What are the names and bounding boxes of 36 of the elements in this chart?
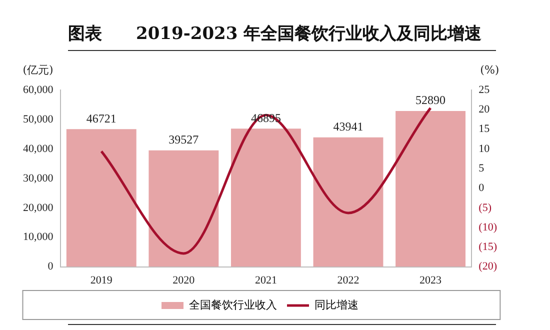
y2-tick-label: (20) (478, 260, 498, 273)
y2-tick-label: (15) (478, 241, 498, 254)
y-tick-label: 50,000 (23, 113, 54, 126)
data-label: 39527 (168, 132, 199, 146)
bar (66, 129, 136, 267)
legend-label: 同比增速 (314, 298, 358, 312)
y-tick-label: 60,000 (23, 84, 54, 96)
y-tick-label: 40,000 (23, 142, 54, 155)
x-tick-label: 2021 (254, 274, 277, 286)
bar (230, 128, 301, 267)
y2-tick-label: 15 (478, 123, 490, 136)
y2-tick-label: (10) (478, 221, 498, 234)
y2-tick-label: 20 (478, 104, 490, 116)
y-tick-label: 30,000 (23, 172, 54, 184)
y-tick-label: 0 (48, 260, 54, 273)
legend-label: 全国餐饮行业收入 (189, 298, 277, 312)
y2-tick-label: 5 (478, 162, 485, 174)
y2-tick-label: 10 (478, 142, 490, 155)
y-axis-title: (亿元) (22, 63, 54, 76)
bar (396, 110, 466, 267)
y2-tick-label: (5) (478, 202, 492, 214)
y2-tick-label: 0 (478, 182, 485, 194)
bar (313, 137, 384, 267)
chart-title: 图表 2019-2023 年全国餐饮行业收入及同比增速 (68, 23, 482, 45)
y2-axis-title: (%) (480, 63, 500, 76)
data-label: 43941 (333, 119, 364, 134)
x-tick-label: 2020 (172, 274, 196, 286)
y2-tick-label: 25 (478, 84, 490, 96)
data-label: 52890 (416, 93, 446, 108)
y-tick-label: 10,000 (23, 231, 54, 244)
bar (148, 150, 219, 267)
x-tick-label: 2019 (90, 274, 113, 286)
x-tick-label: 2022 (337, 274, 360, 286)
y-tick-label: 20,000 (23, 202, 54, 214)
data-label: 46721 (86, 111, 116, 126)
x-tick-label: 2023 (420, 274, 442, 286)
